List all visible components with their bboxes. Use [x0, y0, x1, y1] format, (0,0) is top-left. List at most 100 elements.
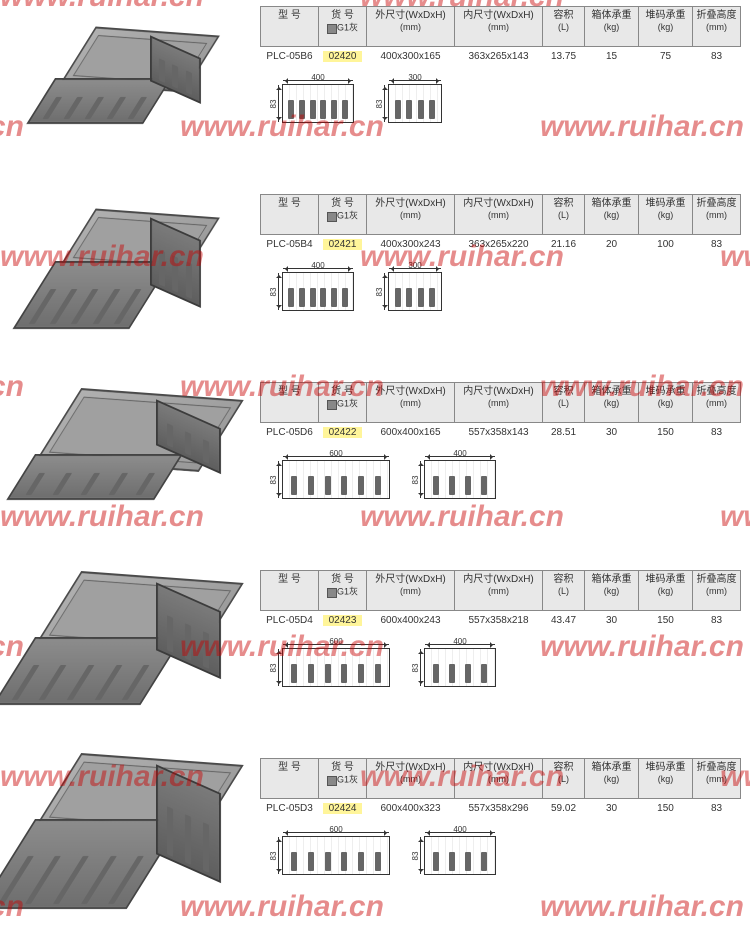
td-inner: 557x358x143 — [455, 423, 543, 443]
dim-outer-d: 400 — [453, 825, 466, 834]
td-model: PLC-05D3 — [261, 799, 319, 819]
product-row: 型 号 货 号 G1灰 外尺寸(WxDxH)(mm) 内尺寸(WxDxH)(mm… — [0, 564, 750, 752]
product-row: 型 号 货 号 G1灰 外尺寸(WxDxH)(mm) 内尺寸(WxDxH)(mm… — [0, 376, 750, 564]
product-row: 型 号 货 号 G1灰 外尺寸(WxDxH)(mm) 内尺寸(WxDxH)(mm… — [0, 0, 750, 188]
td-body: 30 — [585, 799, 639, 819]
th-stack: 堆码承重(kg) — [639, 759, 693, 799]
th-outer: 外尺寸(WxDxH)(mm) — [367, 383, 455, 423]
th-outer: 外尺寸(WxDxH)(mm) — [367, 195, 455, 235]
th-outer: 外尺寸(WxDxH)(mm) — [367, 7, 455, 47]
th-model: 型 号 — [261, 7, 319, 47]
spec-data-row: PLC-05D6 02422 600x400x165 557x358x143 2… — [261, 423, 741, 443]
product-image — [55, 213, 205, 342]
dim-outer-w: 600 — [329, 637, 342, 646]
th-volume: 容积(L) — [543, 195, 585, 235]
dim-fold-h: 83 — [269, 99, 278, 108]
th-fold: 折叠高度(mm) — [693, 571, 741, 611]
th-fold: 折叠高度(mm) — [693, 7, 741, 47]
td-code: 02420 — [323, 51, 363, 62]
td-code: 02423 — [323, 615, 363, 626]
dim-outer-w: 400 — [311, 73, 324, 82]
dim-fold-h2: 83 — [375, 287, 384, 296]
td-outer: 600x400x323 — [367, 799, 455, 819]
th-code: 货 号 G1灰 — [319, 383, 367, 423]
th-volume: 容积(L) — [543, 7, 585, 47]
td-stack: 100 — [639, 235, 693, 255]
td-volume: 59.02 — [543, 799, 585, 819]
th-inner: 内尺寸(WxDxH)(mm) — [455, 759, 543, 799]
th-code: 货 号 G1灰 — [319, 759, 367, 799]
dim-outer-w: 600 — [329, 825, 342, 834]
td-volume: 28.51 — [543, 423, 585, 443]
product-row: 型 号 货 号 G1灰 外尺寸(WxDxH)(mm) 内尺寸(WxDxH)(mm… — [0, 752, 750, 940]
td-outer: 400x300x243 — [367, 235, 455, 255]
td-outer: 400x300x165 — [367, 47, 455, 67]
th-stack: 堆码承重(kg) — [639, 571, 693, 611]
td-fold: 83 — [693, 235, 741, 255]
dim-outer-d: 300 — [408, 73, 421, 82]
dim-fold-h: 83 — [269, 475, 278, 484]
dim-fold-h2: 83 — [411, 851, 420, 860]
th-stack: 堆码承重(kg) — [639, 7, 693, 47]
td-fold: 83 — [693, 47, 741, 67]
dim-outer-d: 400 — [453, 637, 466, 646]
th-fold: 折叠高度(mm) — [693, 759, 741, 799]
spec-table: 型 号 货 号 G1灰 外尺寸(WxDxH)(mm) 内尺寸(WxDxH)(mm… — [260, 194, 741, 254]
th-model: 型 号 — [261, 571, 319, 611]
td-code: 02421 — [323, 239, 363, 250]
spec-data-row: PLC-05B4 02421 400x300x243 363x265x220 2… — [261, 235, 741, 255]
th-body: 箱体承重(kg) — [585, 383, 639, 423]
dim-fold-h2: 83 — [375, 99, 384, 108]
th-inner: 内尺寸(WxDxH)(mm) — [455, 571, 543, 611]
th-body: 箱体承重(kg) — [585, 759, 639, 799]
td-inner: 363x265x143 — [455, 47, 543, 67]
td-volume: 21.16 — [543, 235, 585, 255]
td-outer: 600x400x243 — [367, 611, 455, 631]
spec-table: 型 号 货 号 G1灰 外尺寸(WxDxH)(mm) 内尺寸(WxDxH)(mm… — [260, 758, 741, 818]
dim-outer-w: 400 — [311, 261, 324, 270]
td-model: PLC-05B4 — [261, 235, 319, 255]
td-volume: 13.75 — [543, 47, 585, 67]
th-volume: 容积(L) — [543, 571, 585, 611]
dimension-drawings: 400 83 300 83 — [260, 70, 740, 123]
th-outer: 外尺寸(WxDxH)(mm) — [367, 571, 455, 611]
spec-data-row: PLC-05D4 02423 600x400x243 557x358x218 4… — [261, 611, 741, 631]
td-inner: 557x358x218 — [455, 611, 543, 631]
product-image — [35, 759, 225, 924]
dim-outer-d: 300 — [408, 261, 421, 270]
td-fold: 83 — [693, 799, 741, 819]
th-body: 箱体承重(kg) — [585, 7, 639, 47]
dim-fold-h2: 83 — [411, 475, 420, 484]
td-body: 30 — [585, 423, 639, 443]
th-inner: 内尺寸(WxDxH)(mm) — [455, 383, 543, 423]
spec-data-row: PLC-05B6 02420 400x300x165 363x265x143 1… — [261, 47, 741, 67]
th-model: 型 号 — [261, 383, 319, 423]
td-body: 20 — [585, 235, 639, 255]
spec-table: 型 号 货 号 G1灰 外尺寸(WxDxH)(mm) 内尺寸(WxDxH)(mm… — [260, 6, 741, 66]
th-outer: 外尺寸(WxDxH)(mm) — [367, 759, 455, 799]
td-model: PLC-05D6 — [261, 423, 319, 443]
td-model: PLC-05D4 — [261, 611, 319, 631]
td-stack: 150 — [639, 423, 693, 443]
th-fold: 折叠高度(mm) — [693, 195, 741, 235]
product-image — [35, 577, 225, 731]
td-inner: 557x358x296 — [455, 799, 543, 819]
th-inner: 内尺寸(WxDxH)(mm) — [455, 7, 543, 47]
product-row: 型 号 货 号 G1灰 外尺寸(WxDxH)(mm) 内尺寸(WxDxH)(mm… — [0, 188, 750, 376]
dim-fold-h2: 83 — [411, 663, 420, 672]
th-inner: 内尺寸(WxDxH)(mm) — [455, 195, 543, 235]
td-code: 02424 — [323, 803, 363, 814]
td-stack: 150 — [639, 611, 693, 631]
dimension-drawings: 600 83 400 83 — [260, 634, 740, 687]
td-body: 15 — [585, 47, 639, 67]
th-code: 货 号 G1灰 — [319, 195, 367, 235]
td-fold: 83 — [693, 423, 741, 443]
th-code: 货 号 G1灰 — [319, 571, 367, 611]
dim-fold-h: 83 — [269, 663, 278, 672]
th-body: 箱体承重(kg) — [585, 571, 639, 611]
dimension-drawings: 400 83 300 83 — [260, 258, 740, 311]
th-stack: 堆码承重(kg) — [639, 195, 693, 235]
dim-outer-d: 400 — [453, 449, 466, 458]
td-volume: 43.47 — [543, 611, 585, 631]
product-image — [55, 31, 205, 149]
